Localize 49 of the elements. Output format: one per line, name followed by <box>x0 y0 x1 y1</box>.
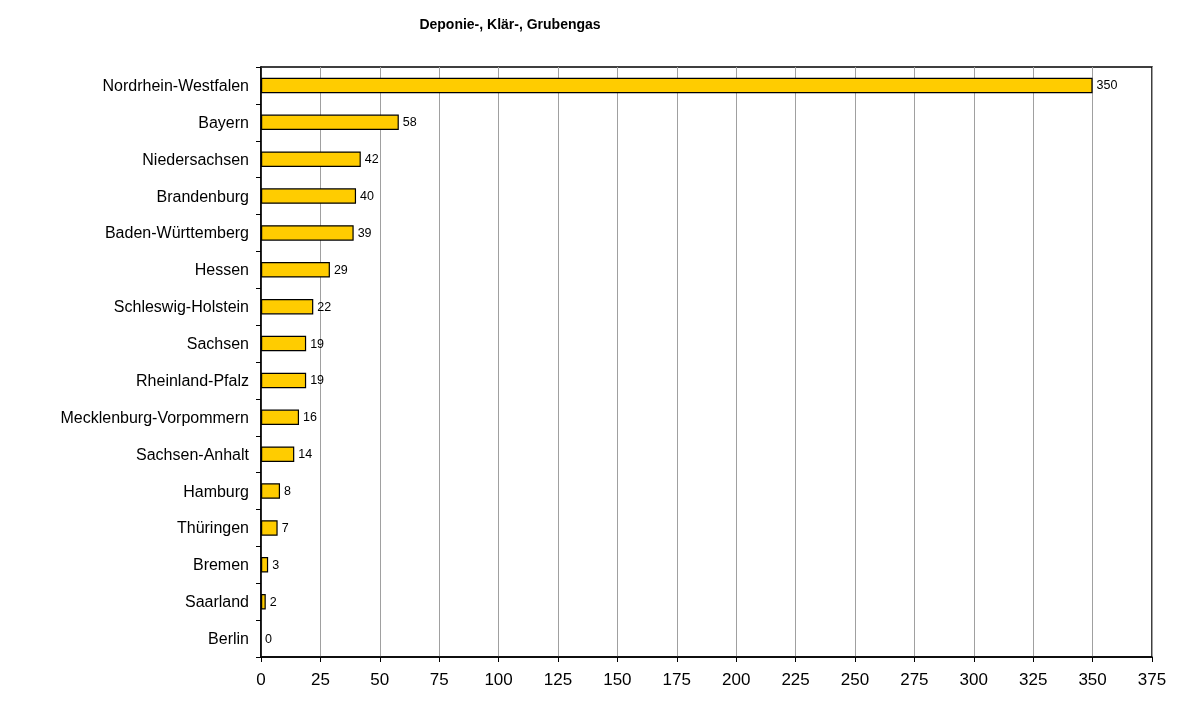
x-tick-label: 125 <box>543 670 573 689</box>
data-label: 14 <box>298 447 313 462</box>
data-label: 350 <box>1096 78 1118 93</box>
data-label: 7 <box>281 520 289 535</box>
chart-title: Deponie-, Klär-, Grubengas <box>419 16 601 32</box>
data-label: 19 <box>310 336 325 351</box>
data-label: 39 <box>357 225 372 240</box>
y-tick-label: Baden-Württemberg <box>104 224 249 242</box>
data-label: 42 <box>364 152 379 167</box>
y-tick-label: Hessen <box>194 261 249 279</box>
y-tick-label: Thüringen <box>176 519 249 537</box>
x-tick-label: 75 <box>429 670 449 689</box>
x-tick-label: 150 <box>603 670 632 689</box>
x-tick-label: 250 <box>840 670 870 689</box>
y-tick-label: Saarland <box>184 593 249 611</box>
x-tick-label: 175 <box>662 670 691 689</box>
y-tick-label: Niedersachsen <box>142 150 249 168</box>
data-label: 29 <box>333 262 348 277</box>
x-tick-label: 225 <box>781 670 810 689</box>
y-tick-label: Hamburg <box>183 482 249 500</box>
x-tick-label: 300 <box>959 670 988 689</box>
y-tick-label: Sachsen <box>186 335 249 353</box>
data-label: 8 <box>284 484 292 499</box>
data-label: 2 <box>269 594 277 609</box>
x-tick-label: 275 <box>900 670 929 689</box>
data-label: 16 <box>303 410 317 425</box>
y-tick-label: Schleswig-Holstein <box>113 298 249 316</box>
y-tick-label: Bayern <box>198 113 249 131</box>
data-label: 0 <box>265 631 272 646</box>
data-label: 40 <box>360 189 374 204</box>
x-tick-label: 200 <box>722 670 751 689</box>
y-tick-label: Rheinland-Pfalz <box>136 371 249 389</box>
x-tick-label: 100 <box>484 670 513 689</box>
x-tick-label: 25 <box>310 670 330 689</box>
y-tick-label: Sachsen-Anhalt <box>136 445 250 463</box>
y-tick-label: Mecklenburg-Vorpommern <box>60 408 249 426</box>
data-label: 58 <box>402 115 417 130</box>
y-tick-label: Brandenburg <box>156 187 249 205</box>
x-tick-label: 350 <box>1078 670 1107 689</box>
data-label: 22 <box>317 299 332 314</box>
data-label: 3 <box>272 557 280 572</box>
y-tick-label: Bremen <box>192 556 249 574</box>
x-tick-label: 50 <box>370 670 390 689</box>
y-tick-label: Berlin <box>208 630 249 648</box>
x-tick-label: 0 <box>256 670 266 689</box>
x-tick-label: 375 <box>1137 670 1167 689</box>
data-label: 19 <box>310 373 325 388</box>
y-tick-label: Nordrhein-Westfalen <box>102 76 249 94</box>
x-tick-label: 325 <box>1019 670 1048 689</box>
